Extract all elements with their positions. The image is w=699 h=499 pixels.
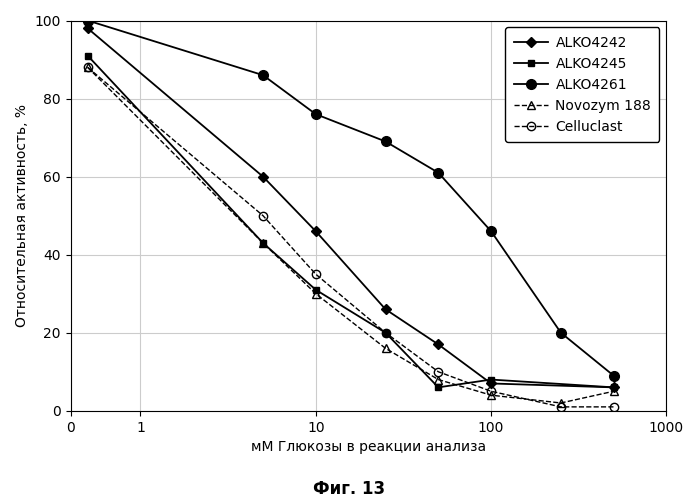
ALKO4242 bbox=[434, 341, 442, 347]
Novozym 188 bbox=[487, 392, 496, 398]
ALKO4245 bbox=[434, 384, 442, 390]
Novozym 188 bbox=[556, 400, 565, 406]
Celluclast bbox=[312, 271, 320, 277]
Novozym 188 bbox=[259, 240, 267, 246]
ALKO4261 bbox=[259, 72, 267, 78]
ALKO4242 bbox=[312, 228, 320, 234]
ALKO4242 bbox=[83, 25, 92, 31]
ALKO4261 bbox=[487, 228, 496, 234]
ALKO4242 bbox=[259, 174, 267, 180]
ALKO4242 bbox=[487, 380, 496, 386]
ALKO4261 bbox=[434, 170, 442, 176]
Celluclast bbox=[259, 213, 267, 219]
ALKO4242 bbox=[382, 306, 390, 312]
Celluclast bbox=[556, 404, 565, 410]
ALKO4261 bbox=[556, 330, 565, 336]
Novozym 188 bbox=[83, 64, 92, 70]
Line: ALKO4242: ALKO4242 bbox=[84, 25, 617, 391]
Line: Celluclast: Celluclast bbox=[83, 63, 618, 411]
Text: Фиг. 13: Фиг. 13 bbox=[313, 480, 386, 498]
Line: ALKO4261: ALKO4261 bbox=[82, 15, 619, 381]
Celluclast bbox=[434, 369, 442, 375]
Celluclast bbox=[487, 388, 496, 394]
Line: Novozym 188: Novozym 188 bbox=[83, 63, 618, 407]
ALKO4245 bbox=[259, 240, 267, 246]
ALKO4261 bbox=[610, 373, 618, 379]
ALKO4245 bbox=[312, 287, 320, 293]
Novozym 188 bbox=[382, 345, 390, 351]
ALKO4245 bbox=[83, 52, 92, 58]
Novozym 188 bbox=[610, 388, 618, 394]
Line: ALKO4245: ALKO4245 bbox=[84, 52, 617, 391]
X-axis label: мМ Глюкозы в реакции анализа: мМ Глюкозы в реакции анализа bbox=[251, 440, 486, 454]
ALKO4242 bbox=[610, 384, 618, 390]
ALKO4261 bbox=[312, 111, 320, 117]
Celluclast bbox=[610, 404, 618, 410]
ALKO4245 bbox=[487, 377, 496, 383]
Novozym 188 bbox=[312, 291, 320, 297]
Celluclast bbox=[382, 330, 390, 336]
Celluclast bbox=[83, 64, 92, 70]
Y-axis label: Относительная активность, %: Относительная активность, % bbox=[15, 104, 29, 327]
ALKO4245 bbox=[382, 330, 390, 336]
ALKO4245 bbox=[610, 384, 618, 390]
ALKO4261 bbox=[83, 17, 92, 23]
Novozym 188 bbox=[434, 377, 442, 383]
ALKO4261 bbox=[382, 139, 390, 145]
Legend: ALKO4242, ALKO4245, ALKO4261, Novozym 188, Celluclast: ALKO4242, ALKO4245, ALKO4261, Novozym 18… bbox=[505, 27, 659, 142]
